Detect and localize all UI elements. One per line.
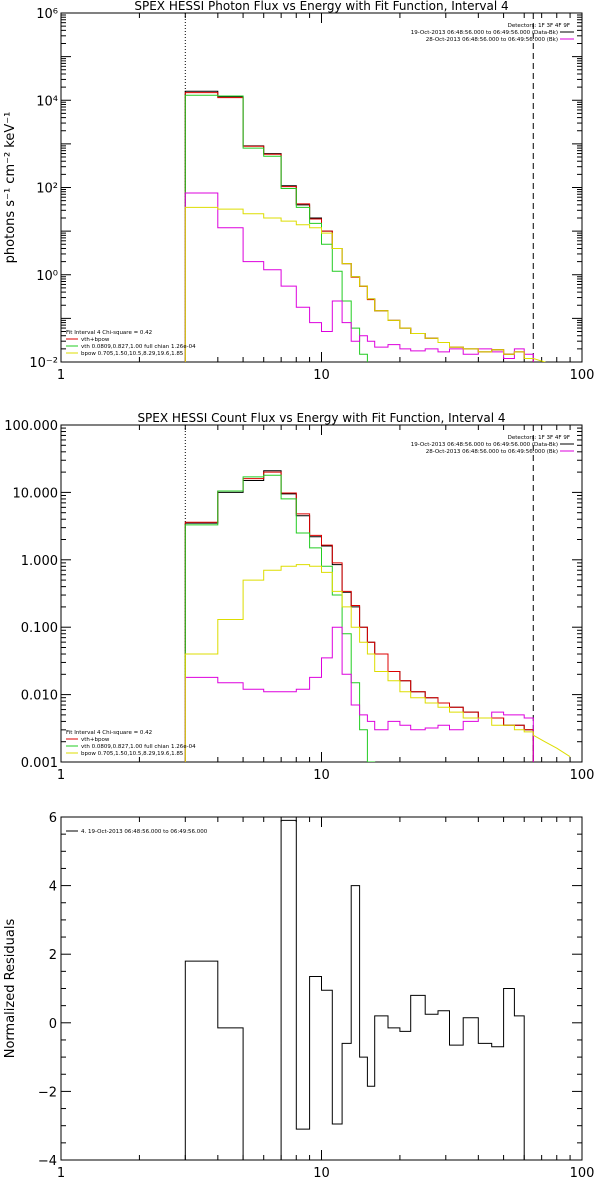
legend-fit-label: vth 0.0809,0.827,1.00 full chian 1.26e-0… bbox=[81, 744, 196, 750]
chart-title: SPEX HESSI Count Flux vs Energy with Fit… bbox=[137, 411, 505, 425]
series-line-1 bbox=[184, 90, 534, 362]
y-tick-label: 10⁴ bbox=[36, 94, 58, 109]
x-tick-label: 10 bbox=[313, 368, 330, 383]
legend-fit-label: bpow 0.705,1.50,10.5,8.29,19.6,1.85 bbox=[81, 351, 184, 357]
legend-entry-label: 19-Oct-2013 06:48:56.000 to 06:49:56.000… bbox=[411, 442, 558, 448]
series-line-5 bbox=[184, 206, 546, 362]
plot-frame bbox=[60, 424, 583, 763]
series-group bbox=[184, 90, 546, 362]
y-tick-label: 1.000 bbox=[21, 554, 58, 569]
series-group bbox=[184, 470, 571, 762]
y-tick-label: 0.010 bbox=[21, 689, 58, 704]
legend-entry-label: 28-Oct-2013 06:48:56.000 to 06:49:56.000… bbox=[426, 37, 558, 43]
series-line-1 bbox=[184, 819, 525, 1160]
series-line-3 bbox=[184, 94, 368, 362]
y-tick-label: 0.100 bbox=[21, 621, 58, 636]
y-tick-label: −4 bbox=[38, 1154, 57, 1169]
y-tick-label: −2 bbox=[38, 1085, 57, 1100]
x-tick-label: 1 bbox=[57, 368, 65, 383]
legend-fit-header: Fit Interval 4 Chi-square = 0.42 bbox=[66, 330, 152, 336]
y-tick-label: 4 bbox=[49, 880, 57, 895]
chart-title: SPEX HESSI Photon Flux vs Energy with Fi… bbox=[134, 0, 508, 13]
y-tick-label: 10⁻² bbox=[29, 356, 58, 371]
legend-fit-label: vth+bpow bbox=[81, 737, 110, 743]
plot-frame bbox=[60, 12, 583, 363]
y-tick-label: 10⁰ bbox=[36, 269, 58, 284]
y-tick-label: 10⁶ bbox=[36, 7, 58, 22]
x-tick-label: 1 bbox=[57, 768, 65, 783]
legend-detectors: Detectors: 1F 3F 4F 9F bbox=[508, 435, 570, 441]
y-axis-label: photons s⁻¹ cm⁻² keV⁻¹ bbox=[3, 112, 18, 264]
series-line-5 bbox=[184, 564, 571, 762]
series-group bbox=[184, 819, 525, 1160]
x-tick-label: 100 bbox=[570, 768, 595, 783]
y-tick-label: 10² bbox=[36, 182, 58, 197]
legend-fit-label: vth+bpow bbox=[81, 337, 110, 343]
y-tick-label: 100.000 bbox=[4, 419, 58, 434]
chart-1: SPEX HESSI Photon Flux vs Energy with Fi… bbox=[3, 0, 594, 383]
x-tick-label: 100 bbox=[570, 368, 595, 383]
x-tick-label: 1 bbox=[57, 1166, 65, 1181]
y-tick-label: 0 bbox=[49, 1017, 57, 1032]
legend-entry-label: 19-Oct-2013 06:48:56.000 to 06:49:56.000… bbox=[411, 30, 558, 36]
y-tick-label: 2 bbox=[49, 948, 57, 963]
x-tick-label: 10 bbox=[313, 1166, 330, 1181]
chart-3: 1 10 100 −4 −2 0 2 4 6 Normalized Residuals 4. 19-… bbox=[3, 811, 595, 1181]
legend-entry-label: 28-Oct-2013 06:48:56.000 to 06:49:56.000… bbox=[426, 449, 558, 455]
y-axis-label: Normalized Residuals bbox=[3, 919, 18, 1059]
y-tick-label: 0.001 bbox=[21, 756, 58, 771]
legend-fit-label: vth 0.0809,0.827,1.00 full chian 1.26e-0… bbox=[81, 344, 196, 350]
legend-detectors: Detectors: 1F 3F 4F 9F bbox=[508, 23, 570, 29]
legend-label: 4. 19-Oct-2013 06:48:56.000 to 06:49:56.… bbox=[81, 829, 208, 835]
series-line-2 bbox=[184, 92, 534, 362]
x-tick-label: 10 bbox=[313, 768, 330, 783]
legend-fit-label: bpow 0.705,1.50,10.5,8.29,19.6,1.85 bbox=[81, 751, 184, 757]
series-line-3 bbox=[184, 474, 376, 762]
x-tick-label: 100 bbox=[570, 1166, 595, 1181]
y-tick-label: 6 bbox=[49, 811, 57, 826]
legend-fit-header: Fit Interval 4 Chi-square = 0.42 bbox=[66, 730, 152, 736]
chart-2: SPEX HESSI Count Flux vs Energy with Fit… bbox=[4, 411, 594, 783]
y-tick-label: 10.000 bbox=[13, 486, 59, 501]
